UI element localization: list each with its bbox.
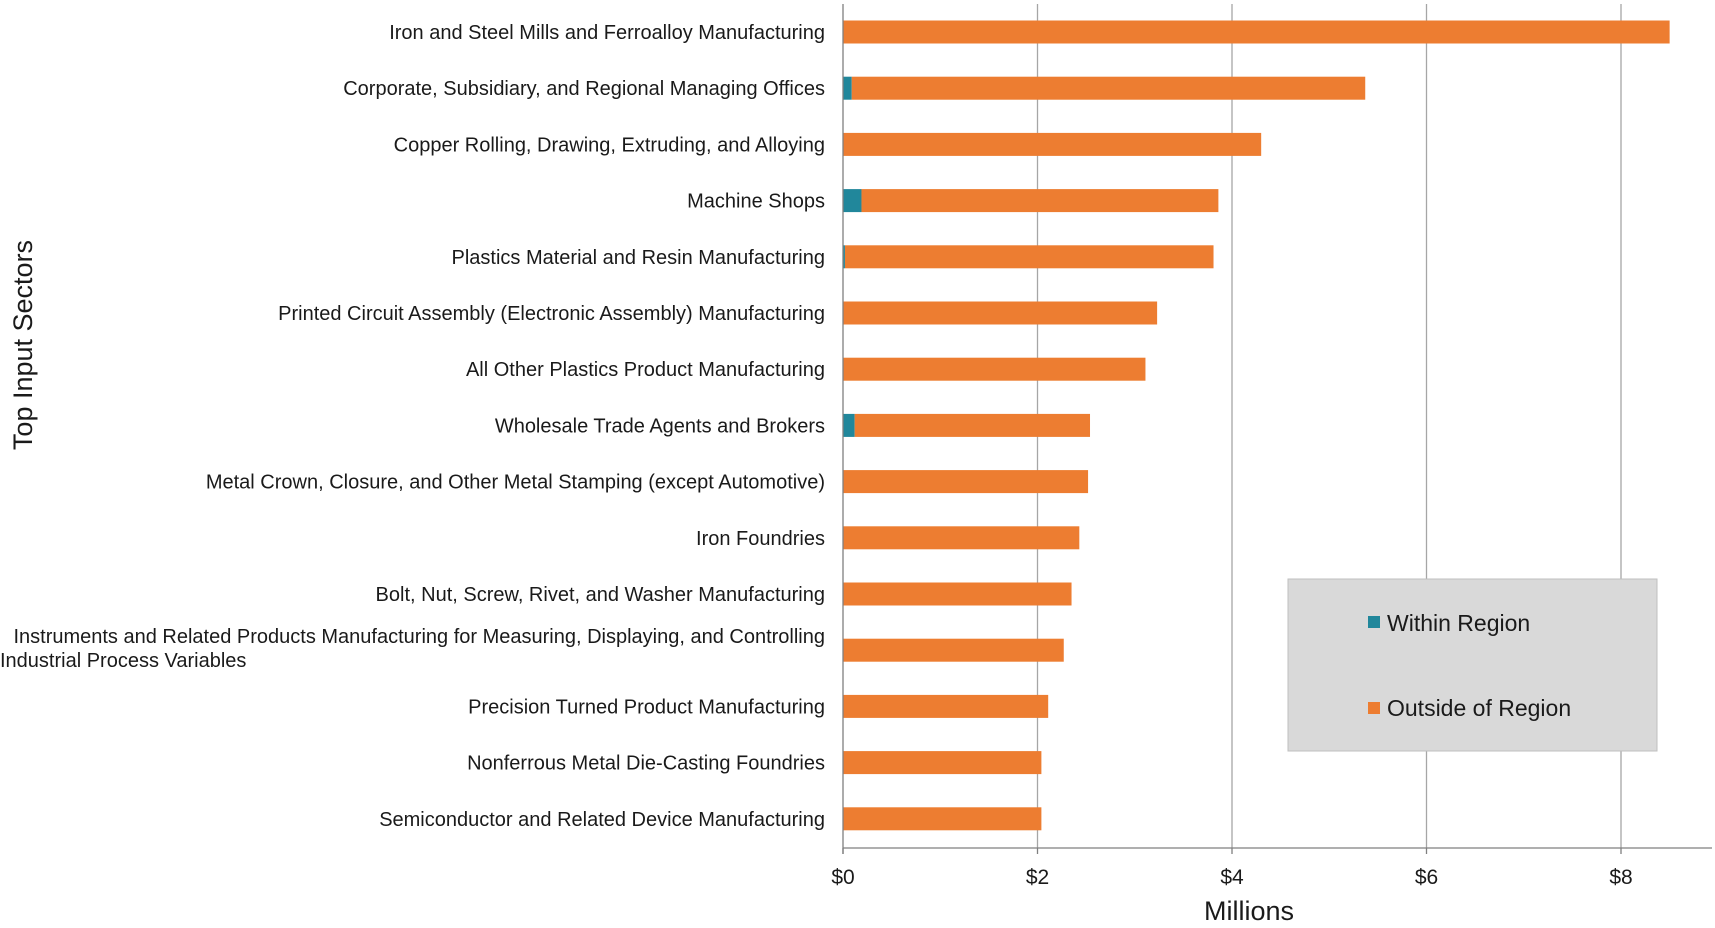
category-label: Semiconductor and Related Device Manufac… <box>379 809 825 831</box>
category-label: Copper Rolling, Drawing, Extruding, and … <box>394 134 825 156</box>
bar-outside-region <box>843 526 1080 550</box>
bar-within-region <box>843 413 855 437</box>
bar-outside-region <box>843 638 1064 662</box>
bar-outside-region <box>844 245 1214 269</box>
bar-within-region <box>843 245 845 269</box>
category-label: Iron and Steel Mills and Ferroalloy Manu… <box>389 22 825 44</box>
x-tick-label: $0 <box>831 866 854 889</box>
x-axis-title: Millions <box>1204 896 1294 926</box>
category-labels: Iron and Steel Mills and Ferroalloy Manu… <box>0 22 825 831</box>
legend-box <box>1287 578 1658 752</box>
legend-label-within-region: Within Region <box>1387 610 1530 636</box>
bars <box>843 20 1670 831</box>
y-axis-title: Top Input Sectors <box>8 240 38 450</box>
bar-outside-region <box>843 357 1146 381</box>
bar-outside-region <box>843 582 1072 606</box>
x-tick-label: $4 <box>1220 866 1244 889</box>
bar-outside-region <box>861 189 1219 213</box>
category-label: Iron Foundries <box>696 528 825 550</box>
category-label-line-2: Industrial Process Variables <box>0 650 246 672</box>
bar-outside-region <box>843 132 1262 156</box>
bar-outside-region <box>854 413 1091 437</box>
category-label: Machine Shops <box>687 191 825 213</box>
category-label: Precision Turned Product Manufacturing <box>468 696 825 718</box>
bar-outside-region <box>843 694 1049 718</box>
bar-within-region <box>843 76 852 100</box>
legend: Within Region Outside of Region <box>1287 578 1658 752</box>
category-label: Corporate, Subsidiary, and Regional Mana… <box>343 78 825 100</box>
legend-label-outside-region: Outside of Region <box>1387 695 1571 721</box>
category-label: Wholesale Trade Agents and Brokers <box>495 415 825 437</box>
bar-outside-region <box>843 20 1670 44</box>
category-label: Printed Circuit Assembly (Electronic Ass… <box>278 303 825 325</box>
bar-outside-region <box>843 470 1089 494</box>
bar-outside-region <box>843 751 1042 775</box>
legend-swatch-outside-region <box>1368 702 1380 714</box>
bar-outside-region <box>843 807 1042 831</box>
bar-outside-region <box>851 76 1366 100</box>
x-axis: $0 $2 $4 $6 $8 <box>831 4 1712 889</box>
x-tick-label: $6 <box>1415 866 1438 889</box>
bar-within-region <box>843 189 862 213</box>
bar-outside-region <box>843 301 1158 325</box>
category-label: Nonferrous Metal Die-Casting Foundries <box>467 753 825 775</box>
category-label: All Other Plastics Product Manufacturing <box>466 359 825 381</box>
x-tick-label: $8 <box>1609 866 1632 889</box>
category-label: Bolt, Nut, Screw, Rivet, and Washer Manu… <box>376 584 825 606</box>
legend-swatch-within-region <box>1368 616 1380 628</box>
x-tick-label: $2 <box>1026 866 1049 889</box>
category-label: Plastics Material and Resin Manufacturin… <box>451 247 825 269</box>
category-label: Metal Crown, Closure, and Other Metal St… <box>206 472 825 494</box>
category-label: Instruments and Related Products Manufac… <box>13 626 825 648</box>
